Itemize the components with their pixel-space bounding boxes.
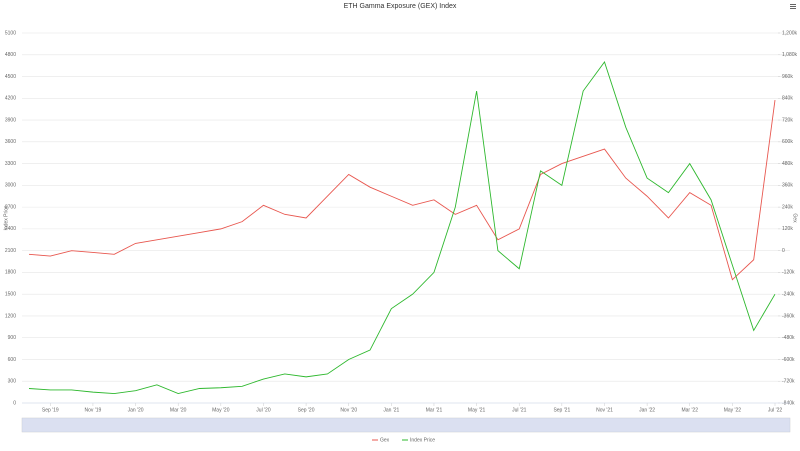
y-tick-label: 600 [8, 357, 17, 363]
y2-tick-label: -240k [782, 292, 795, 298]
y2-tick-label: 360k [782, 183, 793, 189]
y2-tick-label: 720k [782, 117, 793, 123]
y2-tick-label: 960k [782, 74, 793, 80]
legend-label[interactable]: Gex [380, 437, 390, 443]
x-tick-label: May '21 [468, 407, 486, 413]
x-tick-label: Mar '22 [681, 407, 698, 413]
menu-icon[interactable] [790, 4, 796, 9]
legend-label[interactable]: Index Price [410, 437, 435, 443]
x-tick-label: Sep '19 [42, 407, 59, 413]
y-tick-label: 1200 [5, 313, 16, 319]
y-tick-label: 0 [13, 400, 16, 406]
y2-tick-label: 480k [782, 161, 793, 167]
y-tick-label: 3600 [5, 139, 16, 145]
series-line [28, 61, 776, 395]
y-tick-label: 3300 [5, 161, 16, 167]
y2-tick-label: 240k [782, 204, 793, 210]
y2-tick-label: 840k [782, 96, 793, 102]
x-tick-label: Sep '21 [553, 407, 570, 413]
y-tick-label: 4200 [5, 96, 16, 102]
y-axis-title: Index Price [3, 205, 9, 230]
y2-tick-label: -480k [782, 335, 795, 341]
y-tick-label: 2700 [5, 204, 16, 210]
x-tick-label: Mar '20 [170, 407, 187, 413]
y2-tick-label: 600k [782, 139, 793, 145]
x-tick-label: Nov '19 [85, 407, 102, 413]
y-tick-label: 300 [8, 379, 17, 385]
y2-tick-label: -600k [782, 357, 795, 363]
y-tick-label: 4500 [5, 74, 16, 80]
y-tick-label: 3000 [5, 183, 16, 189]
x-tick-label: Nov '21 [596, 407, 613, 413]
x-tick-label: Jan '20 [128, 407, 144, 413]
y2-tick-label: 120k [782, 226, 793, 232]
x-tick-label: May '20 [212, 407, 230, 413]
x-tick-label: Jan '21 [383, 407, 399, 413]
navigator-selection[interactable] [22, 418, 790, 432]
y-tick-label: 2100 [5, 248, 16, 254]
x-tick-label: Mar '21 [426, 407, 443, 413]
x-tick-label: Jul '22 [768, 407, 783, 413]
y-tick-label: 900 [8, 335, 17, 341]
y-tick-label: 1500 [5, 292, 16, 298]
x-tick-label: Jul '20 [256, 407, 271, 413]
x-tick-label: May '22 [724, 407, 742, 413]
y2-tick-label: -720k [782, 379, 795, 385]
series-line [28, 100, 776, 281]
x-tick-label: Jul '21 [512, 407, 527, 413]
y2-axis-title: Gex [792, 213, 798, 223]
y2-tick-label: -840k [782, 400, 795, 406]
x-tick-label: Jan '22 [639, 407, 655, 413]
x-tick-label: Sep '20 [298, 407, 315, 413]
y2-tick-label: 1,080k [782, 52, 798, 58]
y-tick-label: 1800 [5, 270, 16, 276]
y2-tick-label: -360k [782, 313, 795, 319]
y2-tick-label: 0 [782, 248, 785, 254]
y-tick-label: 4800 [5, 52, 16, 58]
y-tick-label: 3900 [5, 117, 16, 123]
x-tick-label: Nov '20 [340, 407, 357, 413]
chart-title: ETH Gamma Exposure (GEX) Index [344, 3, 457, 10]
y-tick-label: 5100 [5, 30, 16, 36]
y2-tick-label: 1,200k [782, 30, 798, 36]
y2-tick-label: -120k [782, 270, 795, 276]
y-tick-label: 2400 [5, 226, 16, 232]
